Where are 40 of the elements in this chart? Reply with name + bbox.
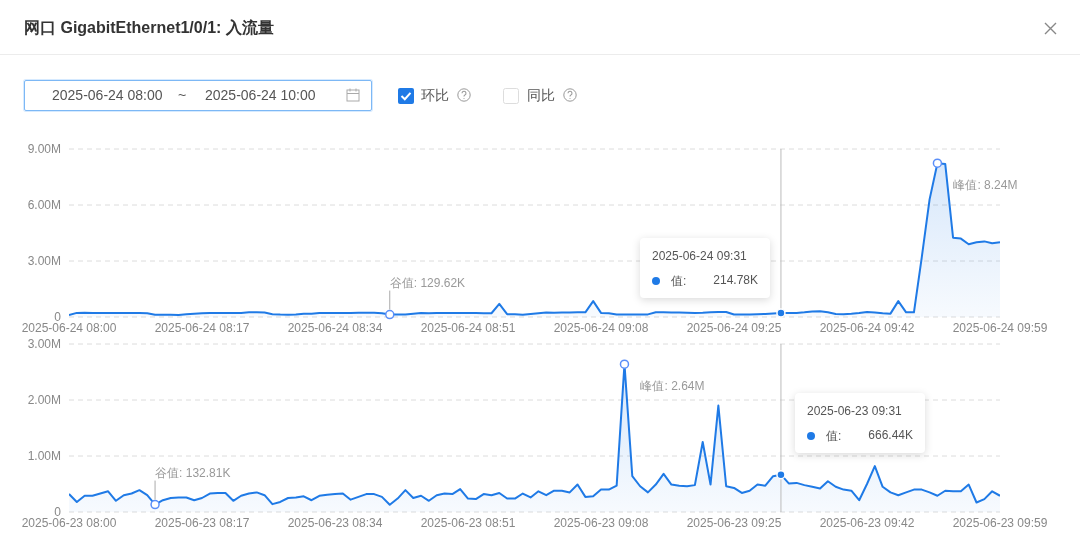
annotation: 峰值: 2.64M [640,379,705,394]
chart-title: 网口 GigabitEthernet1/0/1: 入流量 [24,18,274,38]
text: 环比 [421,87,449,105]
annotation: 666.44K [868,428,913,442]
x-tick-label: 2025-06-23 09:42 [819,515,915,530]
x-tick-label: 2025-06-24 09:25 [686,320,782,335]
x-tick-label: 2025-06-23 09:25 [686,515,782,530]
text: 2025-06-24 08:00 [52,87,163,103]
x-tick-label: 2025-06-23 08:00 [21,515,117,530]
x-tick-label: 2025-06-23 09:08 [553,515,649,530]
text: ~ [178,87,187,103]
y-tick-label: 9.00M [27,142,61,157]
annotation: 214.78K [713,273,758,287]
x-tick-label: 2025-06-24 08:34 [287,320,383,335]
text: 同比 [527,87,555,105]
x-tick-label: 2025-06-23 08:51 [420,515,516,530]
x-tick-label: 2025-06-24 09:08 [553,320,649,335]
annotation: 峰值: 8.24M [953,178,1018,193]
tooltip-box: 2025-06-23 09:31 值: 666.44K [795,393,925,453]
y-tick-label: 6.00M [27,198,61,213]
y-tick-label: 1.00M [27,449,61,464]
x-tick-label: 2025-06-23 08:34 [287,515,383,530]
y-tick-label: 3.00M [27,254,61,269]
annotation: 值: [826,428,842,445]
annotation: 谷值: 132.81K [155,465,231,480]
x-tick-label: 2025-06-23 08:17 [154,515,250,530]
tooltip-box: 2025-06-24 09:31 值: 214.78K [640,238,770,298]
annotation: 2025-06-23 09:31 [807,404,902,418]
x-tick-label: 2025-06-24 09:42 [819,320,915,335]
x-tick-label: 2025-06-24 08:00 [21,320,117,335]
x-tick-label: 2025-06-24 09:59 [952,320,1048,335]
text: 2025-06-24 10:00 [205,87,316,103]
x-tick-label: 2025-06-23 09:59 [952,515,1048,530]
x-tick-label: 2025-06-24 08:51 [420,320,516,335]
y-tick-label: 3.00M [27,337,61,352]
y-tick-label: 2.00M [27,393,61,408]
annotation: 2025-06-24 09:31 [652,249,747,263]
x-tick-label: 2025-06-24 08:17 [154,320,250,335]
annotation: 谷值: 129.62K [389,275,466,290]
annotation: 值: [671,273,687,290]
